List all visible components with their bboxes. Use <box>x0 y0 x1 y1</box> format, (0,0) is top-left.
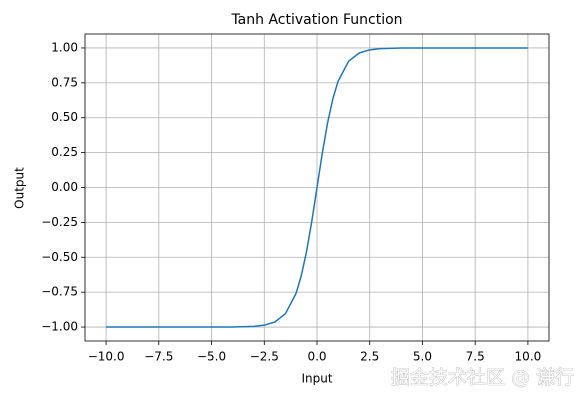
plot-frame <box>84 33 550 342</box>
y-tick-label: −1.00 <box>41 320 78 334</box>
x-axis-label: Input <box>301 372 332 386</box>
chart-title: Tanh Activation Function <box>230 12 402 28</box>
y-tick-label: 0.25 <box>51 145 78 159</box>
x-tick-label: 0.0 <box>307 350 326 364</box>
x-tick-label: −5.0 <box>197 350 226 364</box>
y-tick-label: −0.75 <box>41 285 78 299</box>
y-tick-label: 0.75 <box>51 75 78 89</box>
x-tick-label: −10.0 <box>88 350 125 364</box>
x-tick-label: 10.0 <box>515 350 542 364</box>
y-tick-label: 0.50 <box>51 110 78 124</box>
x-tick-label: 7.5 <box>466 350 485 364</box>
x-tick-label: 5.0 <box>413 350 432 364</box>
y-tick-label: 1.00 <box>51 40 78 54</box>
y-tick-label: −0.25 <box>41 215 78 229</box>
x-tick-label: 2.5 <box>360 350 379 364</box>
line-series <box>106 47 528 328</box>
y-tick-label: −0.50 <box>41 250 78 264</box>
watermark: 掘金技术社区 @ 谦行 <box>391 367 574 389</box>
y-axis-label: Output <box>13 167 27 209</box>
x-tick-label: −7.5 <box>144 350 173 364</box>
x-tick-label: −2.5 <box>250 350 279 364</box>
y-tick-label: 0.00 <box>51 180 78 194</box>
